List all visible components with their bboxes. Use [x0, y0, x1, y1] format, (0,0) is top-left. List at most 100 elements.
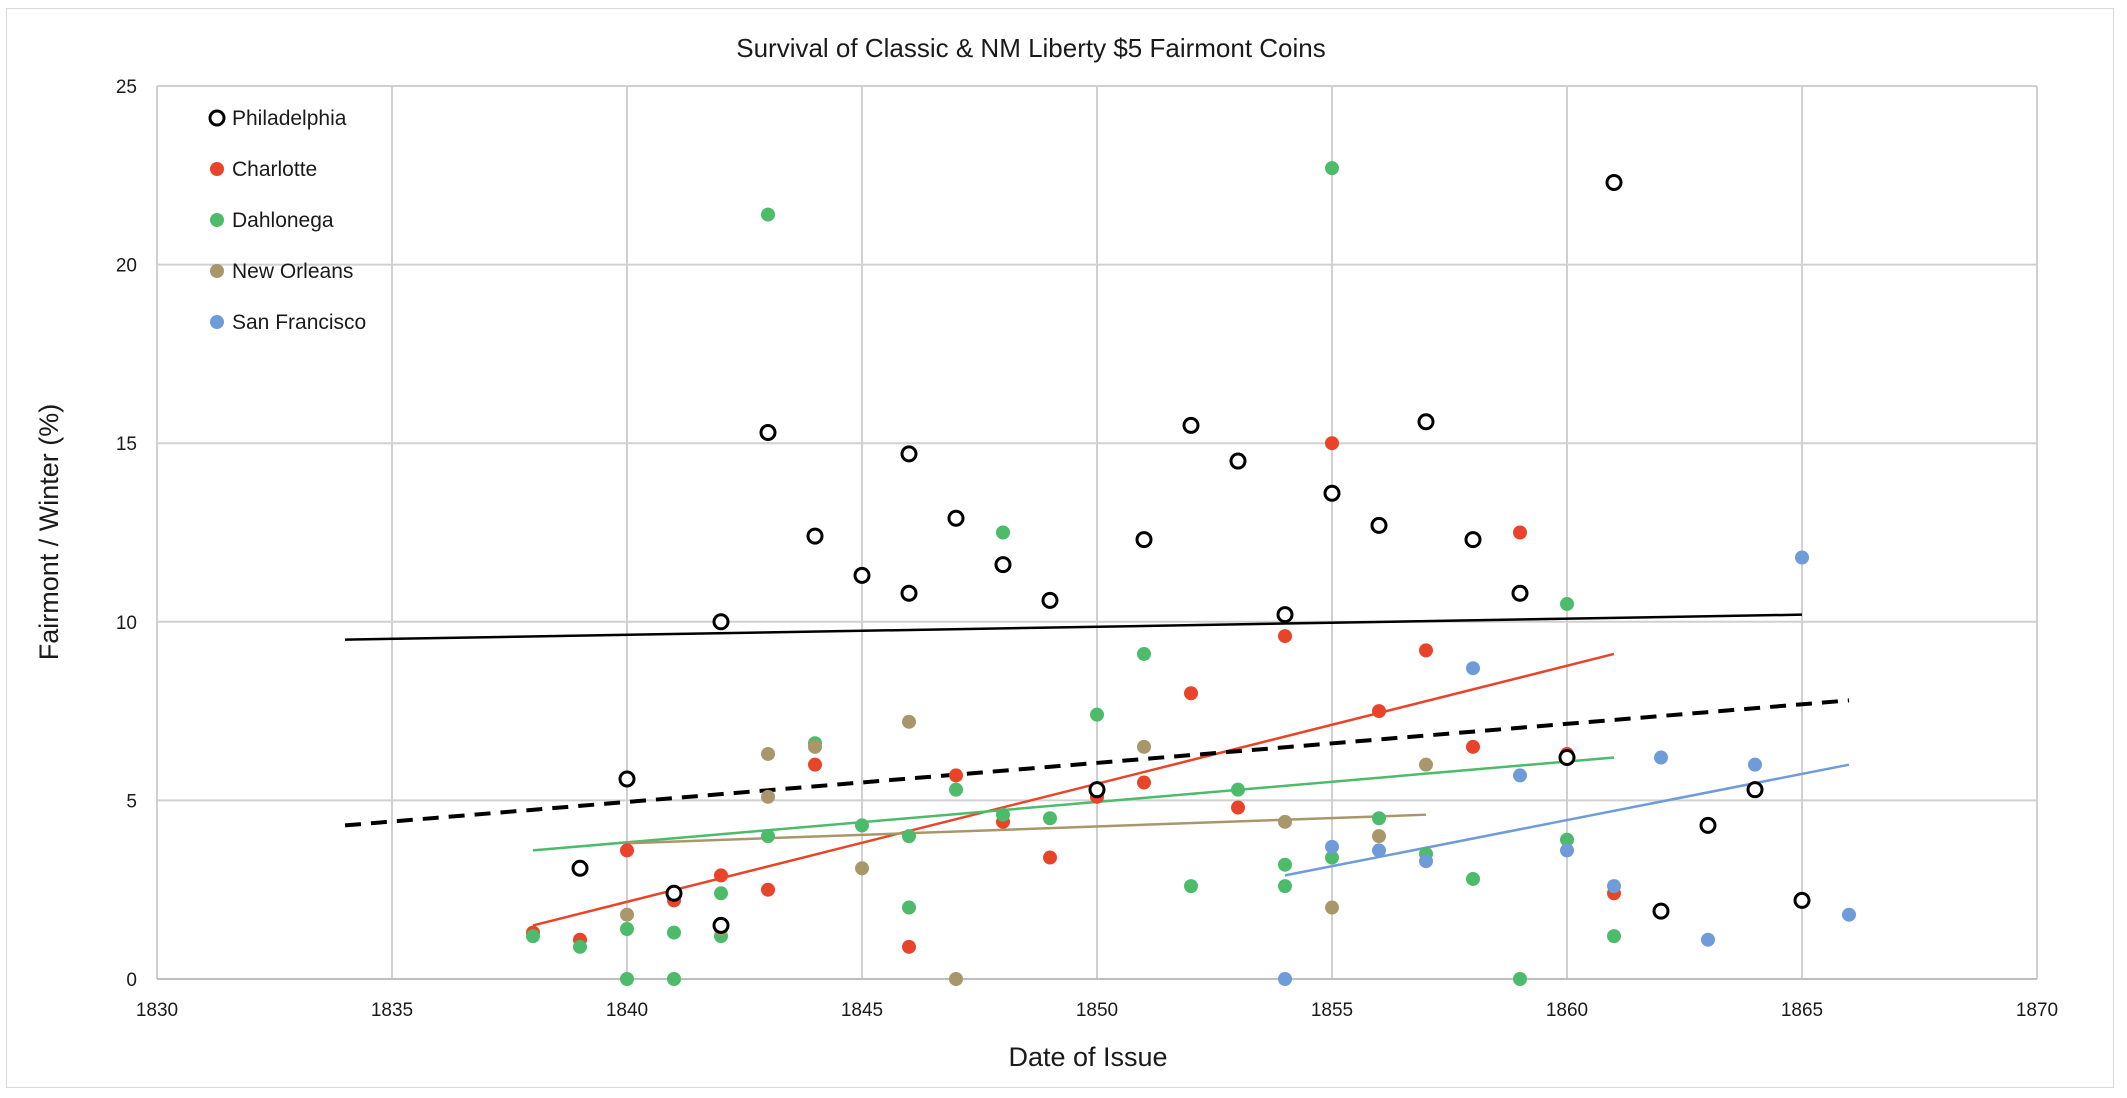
- dahlonega-point: [1278, 857, 1292, 872]
- san-francisco-point: [1372, 843, 1386, 858]
- x-tick-label: 1870: [2016, 1000, 2058, 1021]
- x-tick-label: 1860: [1546, 1000, 1588, 1021]
- charlotte-point: [1513, 525, 1527, 540]
- new-orleans-point: [761, 746, 775, 761]
- dahlonega-point: [949, 782, 963, 797]
- legend-marker-philadelphia: [208, 109, 226, 127]
- dahlonega-point: [1090, 707, 1104, 722]
- philadelphia-point: [1323, 484, 1341, 502]
- y-tick-label: 15: [116, 434, 137, 455]
- dahlonega-point: [620, 972, 634, 986]
- charlotte-point: [902, 939, 916, 954]
- philadelphia-point: [900, 584, 918, 602]
- grid-lines: [156, 85, 2038, 980]
- legend-marker-dahlonega: [210, 213, 224, 227]
- tick-labels: 1830 1835 1840 1845 1850 1855 1860 1865 1870 0 5 10…: [116, 77, 2058, 1021]
- philadelphia-point: [1135, 531, 1153, 549]
- philadelphia-trendline: [344, 613, 1803, 641]
- charlotte-point: [1419, 643, 1433, 658]
- chart-title: Survival of Classic & NM Liberty $5 Fair…: [736, 33, 1326, 63]
- philadelphia-point: [571, 859, 589, 877]
- san-francisco-point: [1560, 843, 1574, 858]
- dahlonega-point: [1513, 972, 1527, 986]
- data-points: [526, 161, 1856, 986]
- new-orleans-point: [855, 861, 869, 876]
- philadelphia-point: [1699, 816, 1717, 834]
- dahlonega-point: [1137, 646, 1151, 661]
- dahlonega-point: [1231, 782, 1245, 797]
- dahlonega-point: [996, 807, 1010, 822]
- x-tick-label: 1850: [1076, 1000, 1118, 1021]
- charlotte-trendline: [532, 652, 1615, 927]
- legend-label-dahlonega: Dahlonega: [232, 209, 334, 232]
- x-tick-label: 1840: [606, 1000, 648, 1021]
- philadelphia-point: [1417, 413, 1435, 431]
- y-tick-label: 10: [116, 613, 137, 634]
- dahlonega-point: [1325, 850, 1339, 865]
- san-francisco-point: [1795, 550, 1809, 565]
- dahlonega-point: [1372, 811, 1386, 826]
- dahlonega-point: [1607, 929, 1621, 944]
- san-francisco-point: [1513, 768, 1527, 783]
- san-francisco-point: [1466, 661, 1480, 676]
- san-francisco-point: [1419, 854, 1433, 869]
- new-orleans-point: [949, 972, 963, 986]
- philadelphia-point: [1558, 749, 1576, 767]
- philadelphia-point: [1605, 173, 1623, 191]
- new-orleans-point: [902, 714, 916, 729]
- new-orleans-point: [620, 907, 634, 922]
- new-orleans-point: [808, 739, 822, 754]
- dahlonega-point: [1043, 811, 1057, 826]
- dahlonega-point: [855, 818, 869, 833]
- legend-label-new-orleans: New Orleans: [232, 260, 353, 283]
- dahlonega-point: [573, 939, 587, 954]
- dahlonega-point: [1278, 879, 1292, 894]
- charlotte-point: [1466, 739, 1480, 754]
- san-francisco-point: [1842, 907, 1856, 922]
- philadelphia-point: [712, 613, 730, 631]
- chart-frame: [6, 8, 2114, 1088]
- legend-label-san-francisco: San Francisco: [232, 311, 366, 334]
- san-francisco-point: [1607, 879, 1621, 894]
- charlotte-point: [761, 882, 775, 897]
- dahlonega-point: [902, 900, 916, 915]
- dahlonega-point: [667, 925, 681, 940]
- philadelphia-point: [994, 556, 1012, 574]
- new-orleans-point: [1325, 900, 1339, 915]
- san-francisco-point: [1278, 972, 1292, 986]
- y-tick-label: 0: [126, 970, 137, 991]
- dahlonega-point: [902, 829, 916, 844]
- y-axis-label: Fairmont / Winter (%): [34, 404, 64, 661]
- philadelphia-point: [853, 566, 871, 584]
- san-francisco-point: [1748, 757, 1762, 772]
- new-orleans-point: [1278, 814, 1292, 829]
- overall-trendline: [344, 698, 1850, 828]
- philadelphia-point: [947, 509, 965, 527]
- philadelphia-point: [1793, 891, 1811, 909]
- new-orleans-point: [1372, 829, 1386, 844]
- y-tick-label: 20: [116, 256, 137, 277]
- legend-label-philadelphia: Philadelphia: [232, 107, 347, 130]
- x-tick-label: 1865: [1781, 1000, 1823, 1021]
- x-tick-label: 1845: [841, 1000, 883, 1021]
- charlotte-point: [1278, 629, 1292, 644]
- charlotte-point: [808, 757, 822, 772]
- san-francisco-point: [1701, 932, 1715, 947]
- charlotte-point: [1137, 775, 1151, 790]
- philadelphia-point: [1464, 531, 1482, 549]
- legend-marker-charlotte: [210, 162, 224, 176]
- charlotte-point: [714, 868, 728, 883]
- philadelphia-point: [1041, 591, 1059, 609]
- dahlonega-point: [620, 921, 634, 936]
- new-orleans-point: [1419, 757, 1433, 772]
- philadelphia-point: [1276, 606, 1294, 624]
- dahlonega-trendline: [532, 756, 1615, 852]
- philadelphia-point: [1652, 902, 1670, 920]
- dahlonega-point: [1184, 879, 1198, 894]
- y-tick-label: 25: [116, 77, 137, 98]
- dahlonega-point: [526, 929, 540, 944]
- philadelphia-point: [759, 423, 777, 441]
- legend-marker-new-orleans: [210, 264, 224, 278]
- dahlonega-point: [761, 829, 775, 844]
